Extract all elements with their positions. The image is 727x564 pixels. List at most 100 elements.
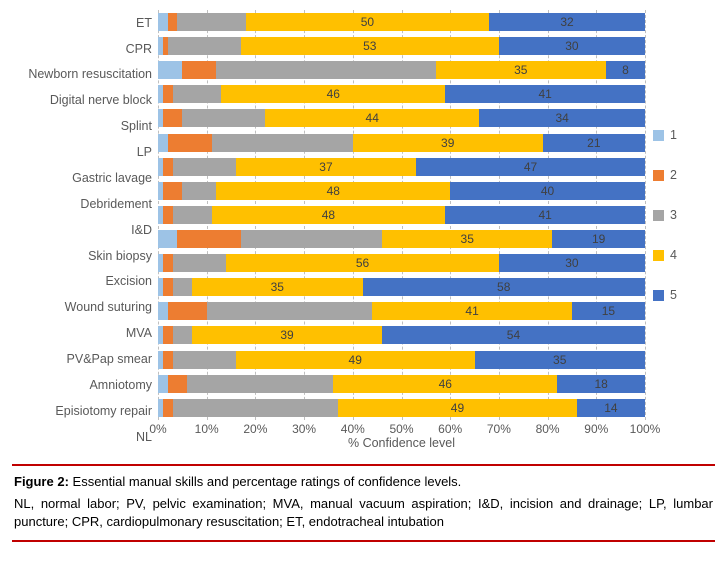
bar-segment: 44 (265, 109, 479, 127)
y-axis-label: Debridement (12, 198, 152, 211)
bar-segment (168, 134, 212, 152)
bar-segment: 35 (436, 61, 606, 79)
plot: 50 32 53 30 35 8 46 41 44 34 39 21 3747 48 40 48 41 35 19 5… (158, 10, 645, 420)
bar-value-label: 40 (541, 184, 554, 198)
bar-segment: 35 (382, 230, 552, 248)
caption-title: Figure 2: Essential manual skills and pe… (14, 474, 713, 489)
bar-segment (173, 206, 212, 224)
figure-text: Essential manual skills and percentage r… (69, 474, 461, 489)
x-tick-label: 20% (243, 422, 267, 436)
bar-segment (182, 182, 216, 200)
bar-row: 46 18 (158, 375, 645, 393)
legend-label: 2 (670, 168, 677, 182)
y-axis-label: NL (12, 431, 152, 444)
legend-item: 2 (653, 168, 715, 182)
y-axis-label: LP (12, 146, 152, 159)
bar-segment: 46 (333, 375, 557, 393)
bar-segment: 49 (338, 399, 577, 417)
x-tick-label: 10% (195, 422, 219, 436)
bar-value-label: 41 (465, 304, 478, 318)
bar-row: 35 58 (158, 278, 645, 296)
bar-value-label: 46 (439, 377, 452, 391)
bar-row: 39 21 (158, 134, 645, 152)
bar-value-label: 35 (271, 280, 284, 294)
bar-segment: 35 (475, 351, 645, 369)
bar-row: 4935 (158, 351, 645, 369)
bar-row: 4914 (158, 399, 645, 417)
bar-value-label: 19 (592, 232, 605, 246)
bar-segment: 41 (445, 206, 645, 224)
bar-segment: 39 (353, 134, 543, 152)
bar-segment: 58 (363, 278, 645, 296)
bar-row: 50 32 (158, 13, 645, 31)
x-tick-label: 0% (149, 422, 166, 436)
bar-segment (158, 13, 168, 31)
legend-swatch (653, 210, 664, 221)
legend-swatch (653, 130, 664, 141)
bar-segment (158, 375, 168, 393)
bar-value-label: 48 (327, 184, 340, 198)
y-axis-label: PV&Pap smear (12, 353, 152, 366)
bar-value-label: 48 (322, 208, 335, 222)
bar-value-label: 8 (622, 63, 629, 77)
bar-segment: 8 (606, 61, 645, 79)
legend-label: 1 (670, 128, 677, 142)
bar-segment (187, 375, 333, 393)
bar-segment (212, 134, 353, 152)
bar-segment (163, 85, 173, 103)
bar-segment: 54 (382, 326, 645, 344)
bar-segment: 49 (236, 351, 475, 369)
bar-row: 48 41 (158, 206, 645, 224)
legend-label: 3 (670, 208, 677, 222)
bar-value-label: 35 (514, 63, 527, 77)
bar-segment: 30 (499, 254, 645, 272)
legend-swatch (653, 290, 664, 301)
bar-segment (163, 399, 173, 417)
x-tick-label: 50% (389, 422, 413, 436)
legend-item: 4 (653, 248, 715, 262)
y-axis-label: MVA (12, 327, 152, 340)
bar-segment (173, 399, 339, 417)
bar-segment: 34 (479, 109, 645, 127)
bar-segment (173, 158, 236, 176)
bar-value-label: 46 (327, 87, 340, 101)
bar-value-label: 37 (319, 160, 332, 174)
bar-segment (173, 326, 192, 344)
bar-value-label: 41 (538, 87, 551, 101)
bar-segment (173, 254, 227, 272)
figure-label: Figure 2: (14, 474, 69, 489)
bar-segment (163, 182, 182, 200)
y-axis-label: Newborn resuscitation (12, 68, 152, 81)
bar-row: 3747 (158, 158, 645, 176)
bar-value-label: 32 (560, 15, 573, 29)
legend-label: 4 (670, 248, 677, 262)
bar-segment (168, 37, 241, 55)
x-axis: % Confidence level 0%10%20%30%40%50%60%7… (158, 420, 645, 450)
bar-segment (158, 134, 168, 152)
x-tick-label: 30% (292, 422, 316, 436)
y-axis-label: ET (12, 17, 152, 30)
bar-segment: 39 (192, 326, 382, 344)
chart-area: ETCPRNewborn resuscitationDigital nerve … (12, 10, 715, 450)
y-axis-label: Skin biopsy (12, 250, 152, 263)
legend-item: 1 (653, 128, 715, 142)
bar-value-label: 53 (363, 39, 376, 53)
bar-value-label: 34 (555, 111, 568, 125)
bar-segment (158, 302, 168, 320)
bar-segment (207, 302, 373, 320)
bar-value-label: 39 (441, 136, 454, 150)
y-axis-label: I&D (12, 224, 152, 237)
bar-segment: 21 (543, 134, 645, 152)
bar-value-label: 18 (594, 377, 607, 391)
bar-segment: 41 (445, 85, 645, 103)
y-axis-label: CPR (12, 43, 152, 56)
bar-segment: 14 (577, 399, 645, 417)
bar-segment (241, 230, 382, 248)
bars-group: 50 32 53 30 35 8 46 41 44 34 39 21 3747 48 40 48 41 35 19 5… (158, 10, 645, 420)
caption-abbreviations: NL, normal labor; PV, pelvic examination… (14, 495, 713, 530)
bar-value-label: 56 (356, 256, 369, 270)
bar-row: 35 19 (158, 230, 645, 248)
bar-segment: 50 (246, 13, 490, 31)
bar-segment (158, 230, 177, 248)
bar-segment (168, 302, 207, 320)
